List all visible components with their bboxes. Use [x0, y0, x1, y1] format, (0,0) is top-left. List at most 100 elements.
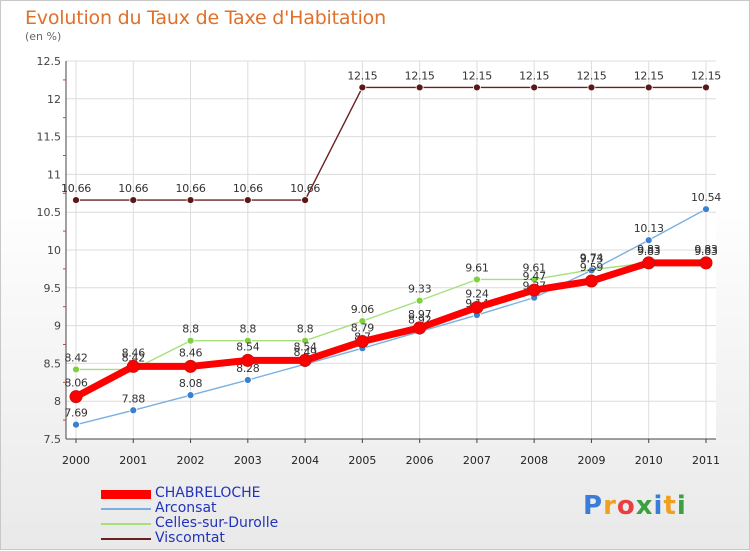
- y-tick-label: 11.5: [37, 131, 62, 144]
- data-label: 9.83: [637, 245, 661, 258]
- data-point: [702, 205, 710, 214]
- data-point: [530, 83, 539, 92]
- data-label: 12.15: [576, 69, 606, 82]
- y-tick-label: 7.5: [44, 433, 62, 446]
- data-point: [530, 275, 539, 284]
- legend-label: CHABRELOCHE: [155, 485, 261, 501]
- data-label: 9.24: [465, 287, 489, 300]
- data-label: 8.06: [64, 377, 88, 390]
- data-point: [243, 196, 252, 205]
- data-label: 12.15: [405, 69, 435, 82]
- data-label: 9.61: [523, 261, 546, 274]
- y-tick-label: 11: [47, 168, 61, 181]
- data-label: 9.73: [580, 252, 604, 265]
- series-line-celles-sur-durolle: [75, 262, 707, 371]
- x-tick-label: 2001: [119, 454, 147, 467]
- data-point: [72, 196, 80, 205]
- series-line-arconsat: [75, 208, 707, 426]
- y-tick-label: 8: [54, 395, 61, 408]
- data-label: 8.46: [179, 346, 203, 359]
- data-label: 8.46: [122, 346, 146, 359]
- legend-swatch: [101, 523, 151, 525]
- data-label: 8.42: [122, 351, 145, 364]
- data-label: 8.28: [236, 362, 260, 375]
- data-point: [72, 420, 80, 429]
- logo-letter: x: [635, 491, 654, 521]
- data-point: [413, 321, 427, 335]
- x-tick-label: 2004: [291, 454, 319, 467]
- x-tick-label: 2000: [62, 454, 90, 467]
- y-tick-label: 9: [54, 320, 61, 333]
- legend-label: Celles-sur-Durolle: [155, 515, 279, 531]
- logo-letter: i: [653, 491, 664, 521]
- series-line-viscomtat: [75, 86, 707, 201]
- data-point: [358, 83, 367, 92]
- data-label: 9.61: [465, 261, 488, 274]
- legend-label: Viscomtat: [155, 530, 225, 546]
- y-tick-label: 12: [47, 93, 61, 106]
- data-point: [301, 336, 309, 345]
- data-label: 10.66: [118, 182, 148, 195]
- data-point: [415, 296, 424, 305]
- data-point: [527, 283, 541, 297]
- data-point: [186, 391, 195, 400]
- data-label: 9.47: [523, 270, 547, 283]
- data-point: [702, 83, 710, 92]
- proxiti-logo: Proxiti: [583, 491, 687, 521]
- data-point: [241, 353, 255, 367]
- data-point: [129, 196, 138, 205]
- data-point: [126, 359, 140, 373]
- data-label: 9.06: [351, 303, 375, 316]
- data-label: 8.79: [351, 321, 375, 334]
- y-tick-label: 10: [47, 244, 61, 257]
- logo-letter: i: [676, 491, 687, 521]
- data-label: 8.8: [182, 323, 199, 336]
- x-tick-label: 2003: [234, 454, 262, 467]
- legend-label: Arconsat: [155, 500, 217, 516]
- y-tick-label: 9.5: [44, 282, 62, 295]
- data-label: 10.66: [176, 182, 206, 195]
- data-label: 8.97: [408, 308, 432, 321]
- x-tick-label: 2002: [177, 454, 205, 467]
- unit-label: (en %): [25, 30, 62, 43]
- data-point: [587, 83, 596, 92]
- y-tick-label: 12.5: [37, 55, 62, 68]
- data-point: [644, 236, 653, 245]
- data-point: [415, 83, 424, 92]
- data-point: [358, 317, 367, 325]
- chart-title: Evolution du Taux de Taxe d'Habitation: [25, 7, 386, 29]
- x-tick-label: 2010: [635, 454, 663, 467]
- data-point: [301, 196, 309, 205]
- legend-swatch: [101, 508, 151, 510]
- series-line-chabreloche: [72, 259, 710, 401]
- x-tick-label: 2005: [348, 454, 376, 467]
- data-label: 10.13: [634, 222, 664, 235]
- data-label: 9.83: [694, 243, 718, 256]
- data-point: [72, 365, 80, 374]
- x-tick-label: 2008: [520, 454, 548, 467]
- data-point: [699, 256, 713, 270]
- data-label: 8.54: [293, 340, 317, 353]
- data-point: [69, 390, 83, 404]
- logo-letter: r: [603, 491, 617, 521]
- data-label: 10.66: [61, 182, 91, 195]
- data-label: 12.15: [462, 69, 492, 82]
- data-point: [184, 359, 198, 373]
- legend-swatch: [101, 490, 151, 499]
- data-point: [355, 334, 369, 348]
- logo-letter: o: [616, 491, 636, 521]
- data-point: [186, 336, 195, 345]
- x-tick-label: 2009: [577, 454, 605, 467]
- data-label: 9.33: [408, 283, 432, 296]
- data-point: [473, 275, 481, 284]
- data-point: [642, 256, 656, 270]
- data-label: 10.54: [691, 191, 721, 204]
- data-label: 10.66: [290, 182, 320, 195]
- y-tick-label: 8.5: [44, 357, 62, 370]
- data-label: 9.83: [637, 243, 661, 256]
- y-tick-label: 10.5: [37, 206, 62, 219]
- data-point: [644, 83, 653, 92]
- data-label: 8.8: [240, 323, 257, 336]
